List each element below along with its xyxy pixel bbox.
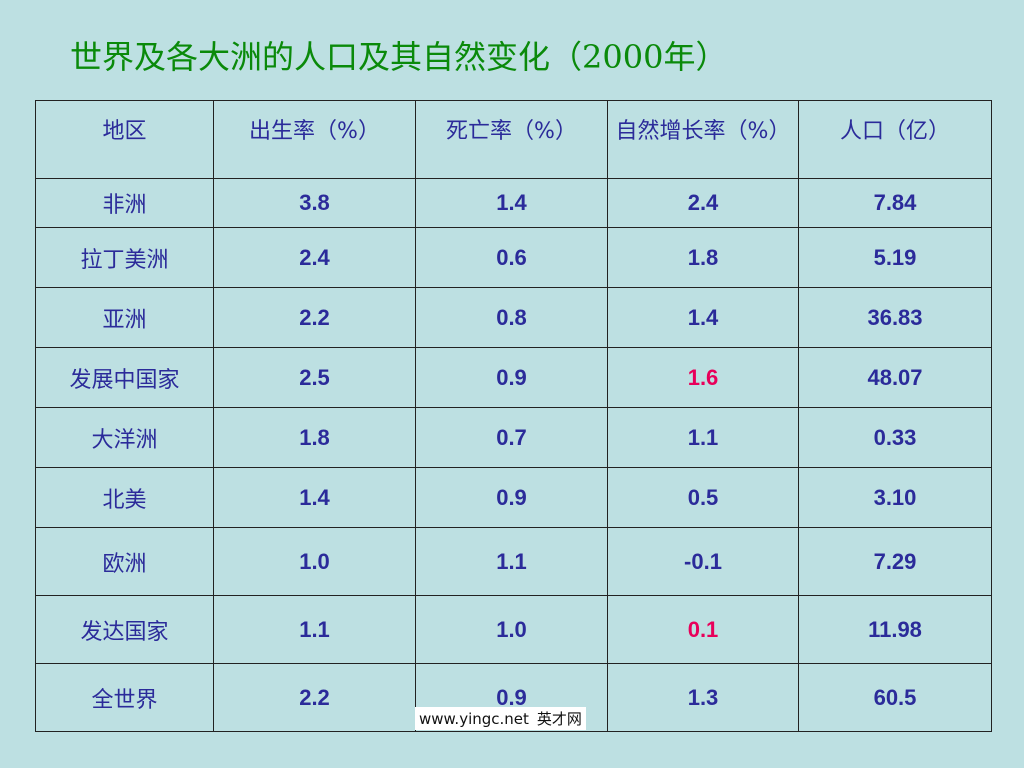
value-cell: 2.5 [213,347,416,408]
value-cell: 36.83 [798,287,992,348]
value-cell: 60.5 [798,663,992,732]
value-cell: 0.9 [415,347,608,408]
table-row: 拉丁美洲 2.4 0.6 1.8 5.19 [35,227,992,288]
region-cell: 拉丁美洲 [35,227,214,288]
table-row: 发展中国家 2.5 0.9 1.6 48.07 [35,347,992,408]
table-row: 亚洲 2.2 0.8 1.4 36.83 [35,287,992,348]
header-cell: 自然增长率（%） [607,100,799,179]
header-cell: 死亡率（%） [415,100,608,179]
value-cell: 0.7 [415,407,608,468]
population-table: 地区 出生率（%） 死亡率（%） 自然增长率（%） 人口（亿） 非洲 3.8 1.4 2.4 7.… [35,100,992,732]
value-cell: 1.1 [607,407,799,468]
table-row: 北美 1.4 0.9 0.5 3.10 [35,467,992,528]
region-cell: 北美 [35,467,214,528]
value-cell: 11.98 [798,595,992,664]
value-cell: 1.4 [213,467,416,528]
value-cell: 0.1 [607,595,799,664]
region-cell: 发达国家 [35,595,214,664]
value-cell: 1.3 [607,663,799,732]
value-cell: 2.2 [213,663,416,732]
header-cell: 人口（亿） [798,100,992,179]
region-cell: 欧洲 [35,527,214,596]
region-cell: 全世界 [35,663,214,732]
table-row: 全世界 2.2 0.9 1.3 60.5 [35,663,992,732]
table-row: 非洲 3.8 1.4 2.4 7.84 [35,178,992,228]
value-cell: 1.4 [607,287,799,348]
footer-name: 英才网 [536,710,582,728]
header-row: 地区 出生率（%） 死亡率（%） 自然增长率（%） 人口（亿） [35,100,992,179]
table-row: 发达国家 1.1 1.0 0.1 11.98 [35,595,992,664]
value-cell: 0.6 [415,227,608,288]
footer-site: www.yingc.net [419,710,529,728]
region-cell: 大洋洲 [35,407,214,468]
value-cell: 3.10 [798,467,992,528]
value-cell: 1.8 [213,407,416,468]
value-cell: 3.8 [213,178,416,228]
value-cell: 0.5 [607,467,799,528]
value-cell: 7.84 [798,178,992,228]
region-cell: 发展中国家 [35,347,214,408]
value-cell: 1.0 [415,595,608,664]
table-body: 地区 出生率（%） 死亡率（%） 自然增长率（%） 人口（亿） 非洲 3.8 1.4 2.4 7.… [35,100,992,732]
footer: www.yingc.net 英才网 [415,707,586,730]
value-cell: 5.19 [798,227,992,288]
region-cell: 亚洲 [35,287,214,348]
slide-title: 世界及各大洲的人口及其自然变化（2000年） [70,38,728,76]
value-cell: 1.8 [607,227,799,288]
value-cell: 2.2 [213,287,416,348]
value-cell: 2.4 [607,178,799,228]
header-cell: 地区 [35,100,214,179]
table-row: 欧洲 1.0 1.1 -0.1 7.29 [35,527,992,596]
region-cell: 非洲 [35,178,214,228]
value-cell: 2.4 [213,227,416,288]
value-cell: 0.33 [798,407,992,468]
table-row: 大洋洲 1.8 0.7 1.1 0.33 [35,407,992,468]
value-cell: 0.8 [415,287,608,348]
value-cell: 7.29 [798,527,992,596]
value-cell: 48.07 [798,347,992,408]
value-cell: 1.1 [213,595,416,664]
header-cell: 出生率（%） [213,100,416,179]
value-cell: -0.1 [607,527,799,596]
value-cell: 0.9 [415,467,608,528]
value-cell: 1.0 [213,527,416,596]
value-cell: 1.6 [607,347,799,408]
value-cell: 1.4 [415,178,608,228]
value-cell: 1.1 [415,527,608,596]
